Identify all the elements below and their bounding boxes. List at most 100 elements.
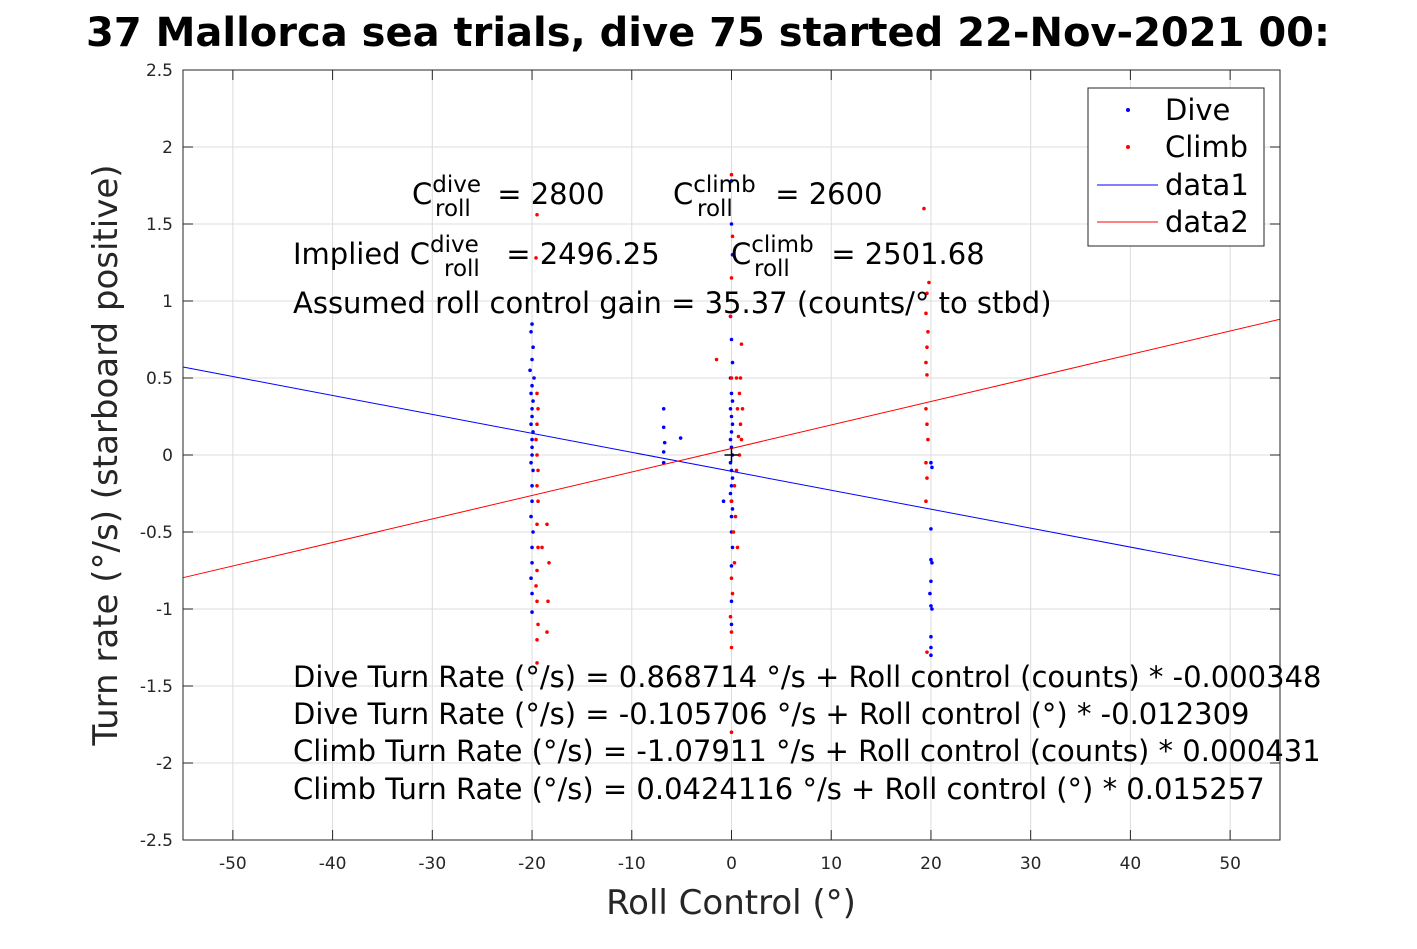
data-point-climb [729,172,734,177]
data-point-dive [531,530,535,534]
data-point-dive [531,430,535,434]
data-point-dive [530,591,534,596]
x-axis-label: Roll Control (°) [606,883,856,923]
data-point-climb [729,376,734,380]
data-point-dive [730,253,735,257]
data-point-climb [546,599,550,604]
data-point-climb [535,212,539,217]
data-point-dive [729,391,734,396]
x-tick-label: -30 [418,854,446,874]
data-point-climb [925,476,929,480]
data-point-dive [662,440,667,445]
annotation-eq4: Climb Turn Rate (°/s) = 0.0424116 °/s + … [293,772,1265,806]
data-point-climb [924,499,928,504]
data-point-dive [530,610,534,614]
data-point-climb [547,561,551,565]
y-tick-label: 0 [162,446,173,466]
x-tick-label: 40 [1120,854,1142,874]
data-point-dive [728,437,733,442]
data-point-climb [730,234,735,239]
data-point-climb [732,561,737,565]
legend-label-dive: Dive [1165,93,1230,127]
data-point-climb [729,730,734,734]
data-point-dive [729,564,734,568]
data-point-dive [930,561,934,565]
data-point-climb [536,468,540,473]
data-point-dive [531,468,535,473]
data-point-climb [714,357,719,362]
data-point-dive [729,337,734,342]
data-point-climb [734,468,739,473]
data-point-climb [540,545,544,550]
data-point-dive [530,322,534,326]
data-point-climb [536,499,540,504]
data-point-climb [737,453,742,457]
legend-label-data2: data2 [1165,205,1249,239]
data-point-climb [535,599,539,604]
data-point-climb [729,630,734,634]
data-point-dive [529,514,533,519]
data-point-dive [729,484,734,488]
data-point-climb [924,407,928,411]
data-point-dive [661,460,666,465]
data-point-climb [924,360,928,365]
legend: Dive Climb data1 data2 [1087,87,1265,247]
y-axis-label: Turn rate (°/s) (starboard positive) [86,164,126,746]
data-point-dive [530,545,534,550]
data-point-dive [530,561,534,565]
y-tick-label: -1.5 [140,677,173,697]
data-point-climb [729,645,734,650]
annotation-implied-climb: Cclimb roll = 2501.68 [731,232,985,282]
data-point-climb [535,568,539,573]
annotation-eq3: Climb Turn Rate (°/s) = -1.07911 °/s + R… [293,734,1321,768]
data-point-dive [530,453,534,457]
annotation-eq1: Dive Turn Rate (°/s) = 0.868714 °/s + Ro… [293,660,1321,694]
data-point-dive [730,422,735,427]
data-point-climb [534,256,538,260]
y-tick-label: -1 [156,600,173,620]
data-point-climb [730,591,735,596]
ticks: -50 -40 -30 -20 -10 0 10 20 30 40 50-2.5-2-1.5-1-0… [140,61,1280,874]
data-point-climb [926,330,930,334]
data-point-dive [532,376,536,380]
data-point-climb [739,437,744,442]
origin-marker [724,448,739,462]
data-point-dive [678,436,683,440]
data-point-dive [661,450,666,454]
data-point-climb [536,407,540,411]
data-point-dive [929,557,933,562]
data-point-dive [661,407,666,411]
data-point-climb [925,345,929,350]
y-tick-label: 1 [162,292,173,312]
data-point-climb [545,630,549,634]
data-point-climb [736,434,741,439]
y-tick-label: 2.5 [146,61,173,81]
data-layer [182,172,1281,734]
data-point-climb [739,342,744,346]
data-point-climb [740,407,745,411]
data-point-climb [924,460,928,465]
data-point-climb [731,530,736,534]
legend-box [1087,87,1265,247]
x-tick-label: 50 [1219,854,1241,874]
data-point-dive [929,460,933,465]
data-point-climb [732,484,737,488]
data-point-climb [535,391,539,396]
data-point-dive [531,345,535,350]
data-point-climb [535,453,539,457]
data-point-dive [530,484,534,488]
annotation-c-climb: Cclimb roll = 2600 [673,172,883,222]
data-point-climb [924,311,928,316]
data-point-dive [929,579,933,584]
data-point-dive [929,604,933,608]
data-point-climb [728,614,733,619]
data-point-dive [531,399,535,403]
y-tick-label: -2 [156,754,173,774]
data-point-dive [728,407,733,411]
legend-marker-dive [1126,108,1130,112]
data-point-climb [728,314,733,319]
x-tick-label: -20 [518,854,546,874]
annotation-gain: Assumed roll control gain = 35.37 (count… [293,286,1052,320]
data-point-dive [729,179,734,183]
data-point-climb [738,422,743,427]
